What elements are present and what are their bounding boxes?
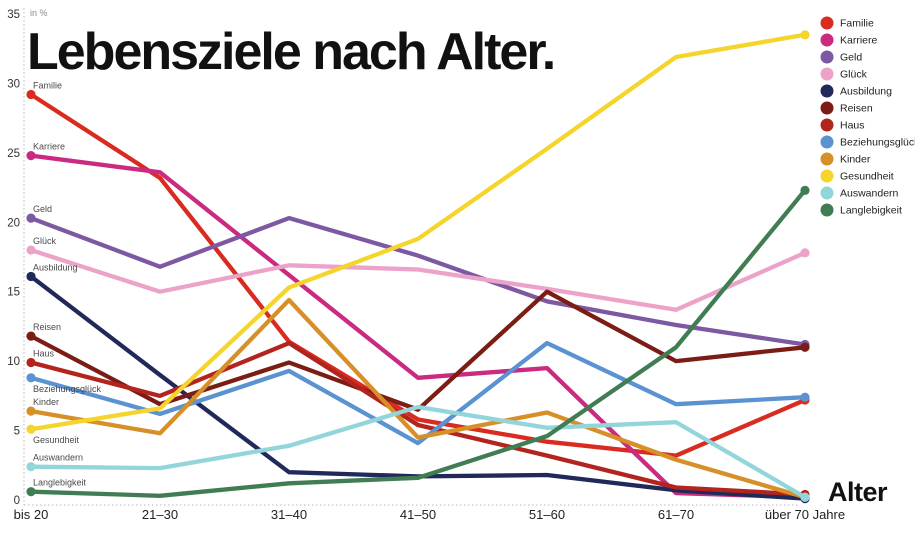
- series-start-dot-Beziehungsglück: [26, 373, 36, 383]
- series-start-dot-Reisen: [26, 331, 36, 341]
- legend-swatch-Langlebigkeit: [820, 203, 834, 217]
- legend-label-Karriere: Karriere: [840, 35, 878, 47]
- x-tick-label-2: 31–40: [271, 507, 307, 522]
- x-tick-label-4: 51–60: [529, 507, 565, 522]
- chart-title: Lebensziele nach Alter.: [27, 23, 556, 81]
- series-end-dot-Auswandern: [800, 492, 810, 502]
- y-tick-label-0: 0: [14, 495, 20, 507]
- series-line-Reisen: [28, 289, 808, 412]
- series-inline-label-Karriere: Karriere: [33, 142, 65, 152]
- legend-label-Glück: Glück: [840, 69, 868, 81]
- x-tick-label-3: 41–50: [400, 507, 436, 522]
- x-tick-label-0: bis 20: [14, 507, 49, 522]
- series-start-dot-Karriere: [26, 151, 36, 161]
- series-inline-label-Haus: Haus: [33, 349, 55, 359]
- legend-swatch-Auswandern: [820, 186, 834, 200]
- legend-label-Geld: Geld: [840, 52, 862, 64]
- legend-label-Langlebigkeit: Langlebigkeit: [840, 205, 902, 217]
- x-tick-label-6: über 70 Jahre: [765, 507, 845, 522]
- series-inline-label-Reisen: Reisen: [33, 322, 61, 332]
- series-inline-label-Glück: Glück: [33, 236, 57, 246]
- series-end-dot-Gesundheit: [800, 30, 810, 40]
- legend-label-Reisen: Reisen: [840, 103, 873, 115]
- x-tick-label-5: 61–70: [658, 507, 694, 522]
- series-inline-label-Langlebigkeit: Langlebigkeit: [33, 478, 87, 488]
- series-start-dot-Gesundheit: [26, 424, 36, 434]
- series-line-Gesundheit: [28, 32, 808, 432]
- series-line-Beziehungsglück: [28, 340, 808, 446]
- series-line-Haus: [28, 340, 808, 497]
- y-tick-label-35: 35: [7, 9, 20, 21]
- y-tick-label-5: 5: [14, 426, 20, 438]
- series-inline-label-Familie: Familie: [33, 81, 62, 91]
- series-start-dot-Ausbildung: [26, 271, 36, 282]
- legend-swatch-Geld: [820, 50, 834, 64]
- legend-swatch-Gesundheit: [820, 169, 834, 183]
- y-tick-label-20: 20: [7, 217, 20, 229]
- series-start-dot-Kinder: [26, 406, 36, 416]
- y-tick-label-10: 10: [7, 356, 20, 368]
- series-start-dot-Langlebigkeit: [26, 487, 36, 497]
- series-inline-label-Geld: Geld: [33, 204, 52, 214]
- legend-label-Ausbildung: Ausbildung: [840, 86, 892, 98]
- legend-swatch-Ausbildung: [820, 84, 834, 98]
- legend-label-Kinder: Kinder: [840, 154, 871, 166]
- series-line-Geld: [28, 215, 808, 347]
- legend-label-Haus: Haus: [840, 120, 865, 132]
- series-inline-label-Beziehungsglück: Beziehungsglück: [33, 384, 102, 394]
- legend-swatch-Familie: [820, 16, 834, 30]
- legend-swatch-Haus: [820, 118, 834, 132]
- legend-swatch-Kinder: [820, 152, 834, 166]
- legend-label-Gesundheit: Gesundheit: [840, 171, 894, 183]
- legend-label-Familie: Familie: [840, 18, 874, 30]
- series-start-dot-Auswandern: [26, 462, 36, 472]
- series-start-dot-Haus: [26, 357, 36, 368]
- series-end-dot-Reisen: [800, 342, 810, 352]
- series-start-dot-Glück: [26, 245, 36, 255]
- y-tick-label-30: 30: [7, 78, 20, 90]
- series-end-dot-Beziehungsglück: [800, 392, 810, 402]
- series-line-Auswandern: [28, 404, 808, 500]
- legend-swatch-Karriere: [820, 33, 834, 47]
- series-line-Langlebigkeit: [28, 188, 808, 498]
- series-line-Glück: [28, 247, 808, 312]
- series-line-Kinder: [28, 297, 808, 500]
- series-start-dot-Geld: [26, 213, 36, 223]
- series-inline-label-Gesundheit: Gesundheit: [33, 435, 80, 445]
- x-axis-title: Alter: [827, 477, 888, 507]
- legend-label-Beziehungsglück: Beziehungsglück: [840, 137, 915, 149]
- legend-swatch-Glück: [820, 67, 834, 81]
- series-end-dot-Glück: [800, 248, 810, 258]
- series-inline-label-Kinder: Kinder: [33, 397, 59, 407]
- y-axis-unit-label: in %: [30, 8, 48, 18]
- series-end-dot-Langlebigkeit: [800, 185, 810, 195]
- series-inline-label-Ausbildung: Ausbildung: [33, 262, 78, 272]
- x-tick-label-1: 21–30: [142, 507, 178, 522]
- y-tick-label-15: 15: [7, 287, 20, 299]
- series-line-Karriere: [28, 153, 808, 500]
- series-line-Familie: [28, 92, 808, 458]
- legend-swatch-Reisen: [820, 101, 834, 115]
- y-tick-label-25: 25: [7, 148, 20, 160]
- legend-label-Auswandern: Auswandern: [840, 188, 899, 200]
- series-inline-label-Auswandern: Auswandern: [33, 453, 83, 463]
- series-start-dot-Familie: [26, 89, 36, 100]
- legend-swatch-Beziehungsglück: [820, 135, 834, 149]
